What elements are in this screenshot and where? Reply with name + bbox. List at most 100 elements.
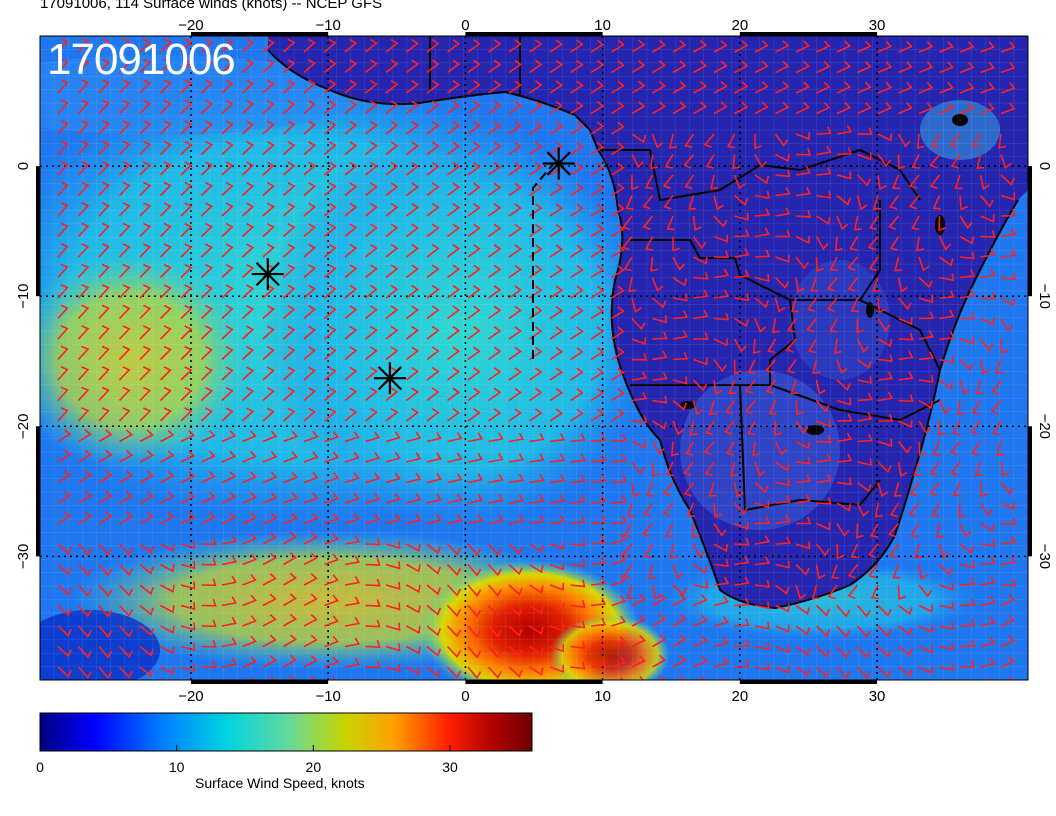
wind-barb: [139, 563, 155, 575]
wind-barb: [508, 141, 522, 156]
wind-barb: [611, 533, 627, 545]
wind-barb: [980, 248, 996, 258]
wind-barb: [98, 366, 110, 381]
wind-barb: [241, 407, 255, 422]
wind-barb: [77, 325, 90, 340]
wind-barb: [713, 312, 730, 321]
wind-barb: [77, 604, 92, 618]
wind-barb: [529, 625, 544, 635]
wind-barb: [918, 441, 927, 457]
wind-barb: [139, 99, 152, 115]
wind-barb: [467, 141, 481, 156]
lat-tick-label-left: −20: [15, 414, 32, 439]
wind-barb: [78, 511, 92, 525]
wind-barb: [118, 202, 131, 217]
wind-barb: [57, 243, 69, 258]
wind-barb: [426, 202, 440, 217]
wind-barb: [365, 492, 381, 504]
wind-barb: [426, 452, 442, 463]
wind-barb: [652, 613, 667, 627]
wind-barb: [980, 595, 996, 607]
wind-barb: [508, 100, 522, 115]
wind-barb: [139, 243, 152, 258]
wind-barb: [118, 263, 131, 279]
wind-barb: [857, 392, 873, 402]
wind-barb: [488, 182, 502, 197]
wind-barb: [611, 554, 627, 566]
wind-barb: [867, 235, 879, 251]
wind-barb: [975, 379, 984, 395]
wind-barb: [590, 182, 605, 197]
wind-barb: [811, 584, 820, 600]
wind-barb: [324, 513, 340, 525]
wind-barb: [549, 59, 564, 74]
wind-barb: [856, 604, 871, 618]
wind-barb: [693, 60, 708, 74]
wind-barb: [180, 222, 193, 238]
wind-barb: [672, 399, 688, 411]
wind-barb: [488, 346, 502, 361]
wind-barb: [590, 556, 607, 566]
wind-barb: [365, 599, 381, 607]
wind-barb: [713, 81, 728, 94]
wind-barb: [795, 60, 810, 74]
wind-barb: [180, 450, 195, 463]
wind-barb: [241, 243, 255, 258]
wind-barb: [872, 195, 882, 210]
wind-barb: [570, 223, 584, 238]
wind-barb: [795, 604, 811, 616]
wind-barb: [303, 305, 316, 320]
wind-barb: [734, 317, 749, 328]
wind-barb: [262, 471, 278, 484]
wind-barb: [364, 182, 378, 197]
wind-barb: [365, 558, 381, 566]
wind-barb: [754, 579, 770, 588]
wind-barb: [892, 564, 901, 579]
wind-barb: [815, 645, 831, 658]
wind-barb: [221, 58, 234, 74]
wind-barb: [631, 634, 646, 648]
wind-barb: [590, 223, 605, 238]
wind-barb: [180, 161, 193, 176]
wind-barb: [939, 582, 954, 591]
wind-barb: [628, 277, 637, 293]
wind-barb: [324, 533, 339, 545]
wind-barb: [242, 450, 257, 463]
wind-barb: [221, 202, 234, 217]
wind-barb: [692, 379, 708, 392]
wind-barb: [631, 655, 646, 668]
lon-tick-label-bottom: −10: [315, 688, 340, 705]
wind-barb: [118, 604, 134, 618]
wind-barb: [242, 430, 257, 443]
wind-barb: [139, 429, 154, 443]
wind-barb: [508, 80, 522, 94]
wind-barb: [849, 236, 859, 251]
wind-barb: [959, 358, 974, 371]
wind-barb: [262, 491, 278, 504]
wind-barb: [57, 543, 72, 555]
wind-barb: [488, 264, 502, 279]
wind-barb: [806, 317, 818, 333]
wind-barb: [877, 438, 893, 448]
wind-barb: [590, 433, 607, 443]
wind-barb: [679, 675, 686, 680]
wind-barb: [775, 645, 790, 654]
wind-barb: [98, 222, 110, 238]
wind-barb: [98, 604, 113, 618]
wind-barb: [406, 407, 419, 422]
wind-barb: [713, 338, 729, 347]
wind-barb: [952, 482, 962, 497]
wind-barb: [426, 223, 440, 238]
wind-barb: [323, 161, 337, 176]
wind-barb: [958, 502, 967, 519]
wind-barb: [221, 304, 234, 320]
wind-barb: [426, 645, 442, 657]
wind-barb: [385, 182, 399, 197]
wind-barb: [221, 450, 237, 463]
wind-barb: [77, 79, 90, 94]
wind-barb: [303, 100, 316, 115]
wind-barb: [755, 683, 769, 690]
wind-barb: [160, 543, 175, 552]
wind-barb: [406, 666, 421, 676]
wind-barb: [652, 331, 668, 340]
